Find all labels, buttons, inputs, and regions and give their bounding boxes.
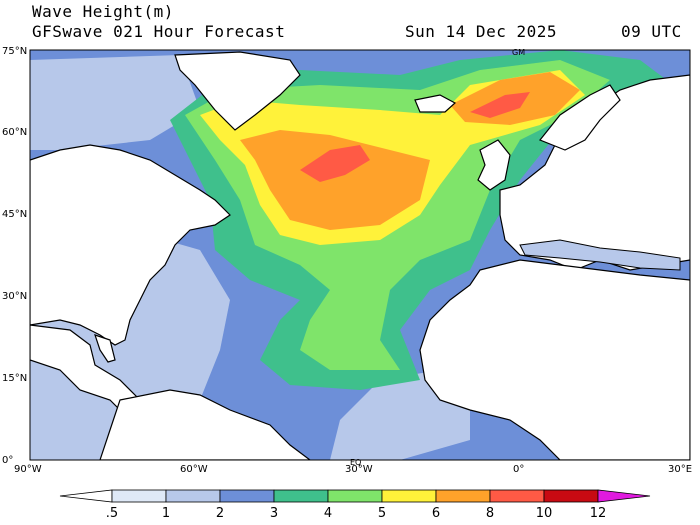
land-florida (94, 334, 116, 363)
colorbar-label: 4 (324, 506, 332, 521)
lon-label-30w: 30°W (345, 464, 373, 475)
lat-label-0: 0° (2, 455, 13, 466)
colorbar-label: 10 (536, 506, 553, 521)
land-greenland (174, 51, 301, 131)
greenwich-marker: GM (512, 48, 525, 57)
map-frame (29, 49, 691, 461)
forecast-subtitle: GFSwave 021 Hour Forecast (32, 22, 286, 41)
colorbar-label: 2 (216, 506, 224, 521)
colorbar-swatch (165, 489, 221, 503)
lat-label-60n: 60°N (2, 127, 27, 138)
land-north-america (30, 144, 231, 346)
land-south-america (99, 389, 311, 460)
equator-marker: EQ (350, 458, 361, 467)
colorbar-swatch (219, 489, 275, 503)
colorbar-label: 12 (590, 506, 607, 521)
lat-label-15n: 15°N (2, 373, 27, 384)
colorbar-swatch (327, 489, 383, 503)
colorbar-label: 1 (162, 506, 170, 521)
ocean-band-red (300, 145, 370, 182)
land-mediterranean-sea (519, 239, 681, 271)
lon-label-0: 0° (513, 464, 524, 475)
lat-label-75n: 75°N (2, 46, 27, 57)
colorbar-label: .5 (106, 506, 118, 521)
forecast-date: Sun 14 Dec 2025 (405, 22, 557, 41)
colorbar-label: 5 (378, 506, 386, 521)
colorbar-swatch (381, 489, 437, 503)
land-scandinavia (539, 84, 621, 151)
ocean-band-red-north (470, 92, 530, 118)
colorbar-arrow-low (59, 489, 113, 503)
map-plot-area (30, 50, 690, 460)
lat-label-30n: 30°N (2, 291, 27, 302)
ocean-band-low-nw (30, 55, 200, 150)
lon-label-60w: 60°W (180, 464, 208, 475)
colorbar-arrow-high (597, 489, 651, 503)
land-british-isles (477, 139, 511, 191)
forecast-time: 09 UTC (621, 22, 682, 41)
colorbar-label: 6 (432, 506, 440, 521)
land-africa (419, 259, 690, 460)
chart-title: Wave Height(m) (32, 2, 174, 21)
lon-label-90w: 90°W (14, 464, 42, 475)
lat-label-45n: 45°N (2, 209, 27, 220)
colorbar-label: 8 (486, 506, 494, 521)
colorbar-swatch (543, 489, 599, 503)
lon-label-30e: 30°E (668, 464, 692, 475)
colorbar-label: 3 (270, 506, 278, 521)
colorbar-swatch (111, 489, 167, 503)
land-iceland (414, 94, 457, 113)
colorbar-swatch (273, 489, 329, 503)
ocean-band-orange (240, 130, 430, 230)
colorbar-swatch (435, 489, 491, 503)
colorbar: .5 1 2 3 4 5 6 8 10 12 (59, 489, 651, 521)
colorbar-swatch (489, 489, 545, 503)
